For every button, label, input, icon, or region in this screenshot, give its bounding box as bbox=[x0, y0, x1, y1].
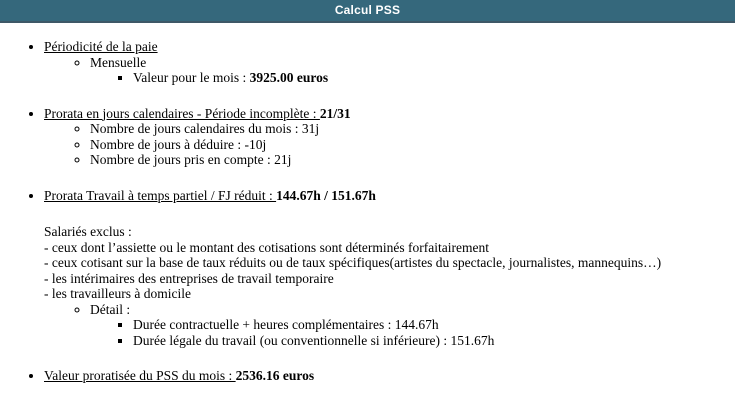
section-periodicite-title: Périodicité de la paie bbox=[44, 39, 158, 54]
detail-subitem: Durée légale du travail (ou conventionne… bbox=[133, 333, 744, 349]
content-area: Périodicité de la paie Mensuelle Valeur … bbox=[0, 23, 744, 384]
title-bar: Calcul PSS bbox=[0, 0, 735, 23]
section-periodicite: Périodicité de la paie Mensuelle Valeur … bbox=[44, 39, 744, 86]
page-title: Calcul PSS bbox=[334, 2, 401, 17]
detail-title: Détail : bbox=[90, 301, 131, 317]
list-item: Nombre de jours calendaires du mois : 31… bbox=[90, 121, 744, 137]
section-valeur-proratisee: Valeur proratisée du PSS du mois : 2536.… bbox=[44, 368, 744, 384]
valeur-proratisee-value: 2536.16 euros bbox=[235, 368, 315, 383]
month-value-item: Valeur pour le mois : 3925.00 euros bbox=[133, 70, 744, 86]
list-item: Nombre de jours pris en compte : 21j bbox=[90, 152, 744, 168]
frequency-label: Mensuelle bbox=[90, 54, 147, 70]
excluded-item: - les intérimaires des entreprises de tr… bbox=[44, 270, 334, 286]
list-item: Nombre de jours à déduire : -10j bbox=[90, 137, 744, 153]
month-value: 3925.00 euros bbox=[249, 70, 329, 85]
prorata-jours-value: 21/31 bbox=[319, 105, 351, 121]
section-prorata-temps-partiel: Prorata Travail à temps partiel / FJ réd… bbox=[44, 188, 744, 349]
excluded-item: - ceux cotisant sur la base de taux rédu… bbox=[44, 255, 662, 270]
section-prorata-jours: Prorata en jours calendaires - Période i… bbox=[44, 106, 744, 168]
detail-item: Détail : Durée contractuelle + heures co… bbox=[90, 302, 744, 349]
excluded-title: Salariés exclus : bbox=[44, 224, 132, 239]
pss-list: Périodicité de la paie Mensuelle Valeur … bbox=[0, 39, 744, 384]
excluded-item: - ceux dont l’assiette ou le montant des… bbox=[44, 239, 489, 255]
section-prorata-jours-title: Prorata en jours calendaires - Période i… bbox=[44, 105, 320, 121]
month-value-label: Valeur pour le mois : bbox=[133, 70, 250, 85]
section-valeur-proratisee-title: Valeur proratisée du PSS du mois : bbox=[44, 368, 236, 383]
frequency-item: Mensuelle Valeur pour le mois : 3925.00 … bbox=[90, 55, 744, 86]
detail-subitem: Durée contractuelle + heures complémenta… bbox=[133, 317, 744, 333]
prorata-temps-partiel-value: 144.67h / 151.67h bbox=[276, 187, 376, 203]
excluded-item: - les travailleurs à domicile bbox=[44, 286, 191, 301]
section-prorata-temps-partiel-title: Prorata Travail à temps partiel / FJ réd… bbox=[44, 187, 277, 203]
excluded-block: Salariés exclus : - ceux dont l’assiette… bbox=[44, 224, 744, 302]
